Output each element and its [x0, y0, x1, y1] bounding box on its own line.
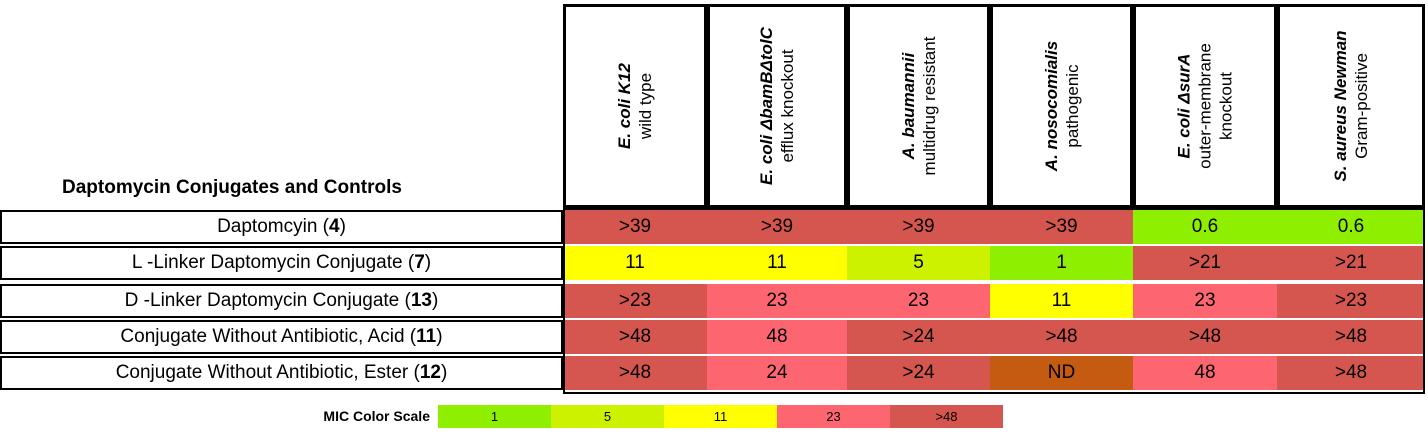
mic-cell: >39 — [563, 210, 707, 244]
column-header-text: S. aureus Newman Gram-positive — [1330, 8, 1372, 204]
column-header-3: A. baumannii multidrug resistant — [847, 4, 990, 208]
column-header-text: E. coli ΔbamBΔtolC efflux knockout — [756, 8, 798, 204]
mic-cell: >48 — [563, 356, 707, 390]
mic-cell: >24 — [847, 356, 990, 390]
mic-cell: >24 — [847, 320, 990, 354]
compound-number: 7 — [414, 252, 425, 273]
mic-cell: >48 — [1277, 320, 1425, 354]
mic-cell: >23 — [563, 284, 707, 318]
table-row: Conjugate Without Antibiotic, Ester (12)… — [0, 356, 1425, 390]
row-label-text: L -Linker Daptomycin Conjugate ( — [131, 252, 415, 273]
mic-cell: 11 — [990, 284, 1133, 318]
row-label-text: Conjugate Without Antibiotic, Ester ( — [115, 362, 420, 383]
column-description: Gram-positive — [1352, 53, 1371, 159]
row-label-text: Daptomcyin ( — [217, 216, 329, 237]
mic-cell: 48 — [1133, 356, 1277, 390]
mic-cell: >39 — [707, 210, 847, 244]
column-organism: E. coli K12 — [615, 63, 634, 149]
mic-cell: >48 — [1133, 320, 1277, 354]
column-description: pathogenic — [1062, 64, 1082, 148]
mic-cell: >48 — [990, 320, 1133, 354]
column-organism: A. nosocomialis — [1041, 40, 1061, 172]
scale-title: MIC Color Scale — [323, 408, 430, 424]
mic-cell: 23 — [1133, 284, 1277, 318]
column-header-text: A. nosocomialis pathogenic — [1041, 8, 1083, 204]
column-header-6: S. aureus Newman Gram-positive — [1277, 4, 1425, 208]
column-header-4: A. nosocomialis pathogenic — [990, 4, 1133, 208]
scale-box: 11 — [664, 405, 777, 428]
row-label-text: D -Linker Daptomycin Conjugate ( — [124, 290, 411, 311]
scale-box: 1 — [438, 405, 551, 428]
mic-cell: ND — [990, 356, 1133, 390]
row-label: L -Linker Daptomycin Conjugate (7) — [0, 246, 563, 280]
mic-cell: 0.6 — [1133, 210, 1277, 244]
mic-cell: 11 — [563, 246, 707, 280]
mic-cell: 24 — [707, 356, 847, 390]
scale-box: >48 — [890, 405, 1003, 428]
table-title: Daptomycin Conjugates and Controls — [62, 177, 402, 198]
table-row: Conjugate Without Antibiotic, Acid (11) >… — [0, 320, 1425, 354]
mic-cell: >48 — [1277, 356, 1425, 390]
row-label-text: Conjugate Without Antibiotic, Acid ( — [120, 326, 417, 347]
row-label: Daptomcyin (4) — [0, 210, 563, 244]
table-row: D -Linker Daptomycin Conjugate (13) >23 23… — [0, 284, 1425, 318]
column-organism: S. aureus Newman — [1331, 30, 1350, 182]
compound-number: 4 — [329, 216, 340, 237]
mic-cell: >23 — [1277, 284, 1425, 318]
row-label: Conjugate Without Antibiotic, Acid (11) — [0, 320, 563, 354]
column-header-text: E. coli ΔsurA outer-membrane knockout — [1174, 8, 1237, 204]
mic-cell: 23 — [847, 284, 990, 318]
row-label: Conjugate Without Antibiotic, Ester (12) — [0, 356, 563, 390]
mic-cell: >21 — [1277, 246, 1425, 280]
mic-cell: 48 — [707, 320, 847, 354]
column-header-1: E. coli K12 wild type — [563, 4, 707, 208]
table-row: Daptomcyin (4) >39 >39 >39 >39 0.6 0.6 — [0, 210, 1425, 244]
mic-cell: 11 — [707, 246, 847, 280]
scale-box: 5 — [551, 405, 664, 428]
corner-cell: Daptomycin Conjugates and Controls — [0, 4, 563, 208]
mic-cell: 1 — [990, 246, 1133, 280]
mic-cell: 23 — [707, 284, 847, 318]
column-header-text: A. baumannii multidrug resistant — [898, 8, 940, 204]
column-description: efflux knockout — [778, 49, 797, 163]
compound-number: 12 — [419, 362, 441, 383]
column-description: multidrug resistant — [919, 36, 939, 176]
mic-cell: 5 — [847, 246, 990, 280]
column-organism: E. coli ΔsurA — [1174, 53, 1194, 159]
column-header-text: E. coli K12 wild type — [614, 8, 656, 204]
compound-number: 13 — [410, 290, 432, 311]
mic-cell: >21 — [1133, 246, 1277, 280]
mic-cell: >48 — [563, 320, 707, 354]
column-description: outer-membrane knockout — [1195, 43, 1236, 169]
column-organism: E. coli ΔbamBΔtolC — [757, 27, 776, 185]
header-row: Daptomycin Conjugates and Controls E. co… — [0, 4, 1425, 208]
column-header-2: E. coli ΔbamBΔtolC efflux knockout — [707, 4, 847, 208]
column-organism: A. baumannii — [898, 52, 918, 160]
table-row: L -Linker Daptomycin Conjugate (7) 11 11 5 1… — [0, 246, 1425, 280]
compound-number: 11 — [416, 326, 437, 347]
column-header-5: E. coli ΔsurA outer-membrane knockout — [1133, 4, 1277, 208]
mic-cell: >39 — [990, 210, 1133, 244]
mic-cell: >39 — [847, 210, 990, 244]
scale-box: 23 — [777, 405, 890, 428]
row-label: D -Linker Daptomycin Conjugate (13) — [0, 284, 563, 318]
mic-cell: 0.6 — [1277, 210, 1425, 244]
column-description: wild type — [636, 72, 655, 140]
